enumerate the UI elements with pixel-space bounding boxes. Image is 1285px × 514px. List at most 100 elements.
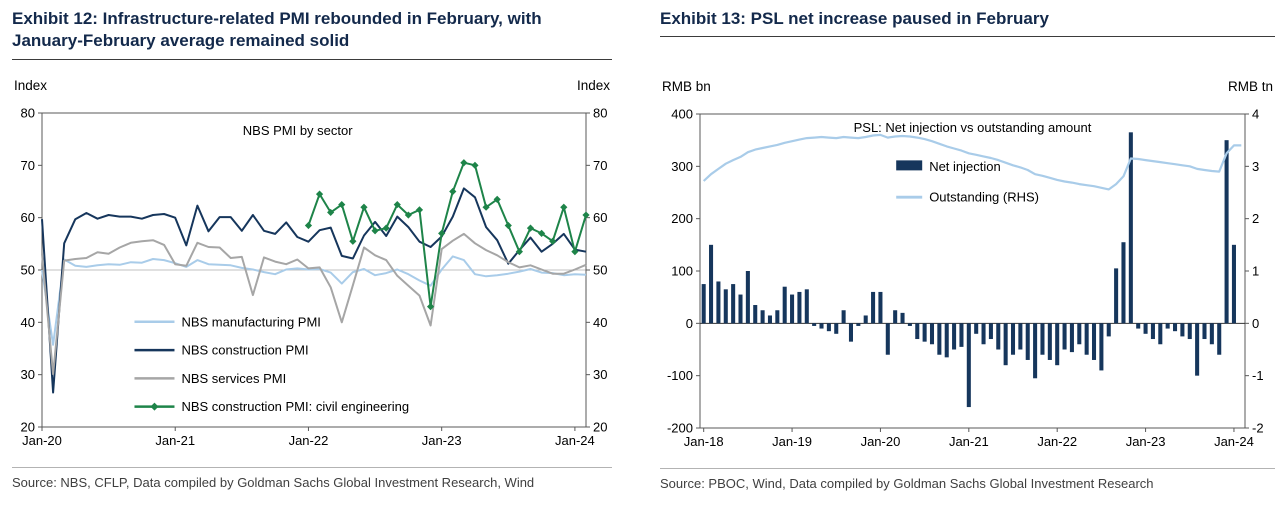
net-injection-bar bbox=[1224, 140, 1229, 324]
diamond-marker bbox=[571, 247, 579, 256]
diamond-marker bbox=[360, 203, 368, 211]
net-injection-bar bbox=[745, 271, 750, 324]
x-axis-label: Jan-20 bbox=[22, 433, 62, 448]
y-axis-label-right: 2 bbox=[1252, 212, 1259, 227]
net-injection-bar bbox=[1173, 323, 1178, 332]
net-injection-bar bbox=[1062, 323, 1067, 350]
y-axis-label-right: 40 bbox=[593, 315, 607, 330]
legend-label: Outstanding (RHS) bbox=[929, 190, 1039, 205]
x-axis-label: Jan-23 bbox=[422, 433, 462, 448]
net-injection-bar bbox=[893, 310, 898, 324]
net-injection-bars bbox=[701, 132, 1236, 408]
net-injection-bar bbox=[1099, 323, 1104, 371]
y-axis-label-left: -200 bbox=[667, 421, 693, 436]
net-injection-bar bbox=[1010, 323, 1016, 356]
pmi-line-chart: 20 20 30 30 40 40 50 50 60 60 70 70 80 80 Jan-20 Jan-21… bbox=[21, 105, 608, 448]
x-axis-label: Jan-22 bbox=[1037, 434, 1077, 449]
net-injection-bar bbox=[1202, 323, 1207, 340]
net-injection-bar bbox=[1121, 242, 1126, 324]
net-injection-bar bbox=[1209, 323, 1214, 345]
y-axis-label-right: 20 bbox=[593, 419, 607, 434]
legend-label: NBS services PMI bbox=[181, 371, 286, 386]
diamond-marker bbox=[460, 158, 468, 167]
net-injection-bar bbox=[1187, 323, 1192, 340]
net-injection-bar bbox=[723, 289, 728, 324]
diamond-marker bbox=[526, 224, 535, 232]
y-axis-label-left: 20 bbox=[21, 419, 35, 434]
diamond-marker bbox=[504, 221, 512, 229]
x-axis-label: Jan-22 bbox=[289, 433, 329, 448]
net-injection-bar bbox=[1055, 323, 1060, 366]
net-injection-bar bbox=[1033, 323, 1038, 379]
net-injection-bar bbox=[1165, 323, 1170, 329]
net-injection-bar bbox=[1231, 245, 1236, 324]
chart-title: NBS PMI by sector bbox=[243, 123, 353, 138]
net-injection-bar bbox=[981, 323, 986, 345]
net-injection-bar bbox=[1114, 268, 1119, 324]
y-axis-label-left: 70 bbox=[21, 158, 35, 173]
diamond-marker bbox=[438, 229, 446, 237]
series-nbs-construction-pmi bbox=[41, 187, 587, 394]
y-axis-label-left: -100 bbox=[667, 369, 693, 384]
y-axis-label-left: 200 bbox=[671, 212, 693, 227]
left-axis-unit-label: Index bbox=[14, 77, 48, 93]
x-axis-label: Jan-23 bbox=[1126, 434, 1166, 449]
y-axis-label-left: 30 bbox=[21, 367, 35, 382]
exhibit-12-axis-units: Index Index bbox=[12, 78, 612, 95]
net-injection-bar bbox=[848, 323, 853, 343]
net-injection-bar bbox=[819, 323, 824, 329]
net-injection-bar bbox=[1084, 323, 1089, 356]
net-injection-bar bbox=[871, 292, 876, 324]
net-injection-bar bbox=[1217, 323, 1222, 356]
y-axis-label-right: 0 bbox=[1252, 316, 1259, 331]
net-injection-bar bbox=[709, 245, 714, 324]
diamond-marker bbox=[404, 211, 412, 219]
series-outstanding-rhs bbox=[702, 134, 1242, 191]
net-injection-bar bbox=[797, 292, 802, 324]
diamond-marker bbox=[482, 203, 490, 211]
net-injection-bar bbox=[782, 287, 787, 324]
x-axis-label: Jan-21 bbox=[155, 433, 195, 448]
exhibit-13-axis-units: RMB bn RMB tn bbox=[660, 79, 1275, 96]
net-injection-bar bbox=[915, 323, 920, 340]
legend-label: NBS construction PMI: civil engineering bbox=[181, 399, 409, 414]
net-injection-bar bbox=[1128, 132, 1133, 324]
y-axis-label-right: 4 bbox=[1252, 107, 1259, 122]
net-injection-bar bbox=[1018, 323, 1023, 350]
net-injection-bar bbox=[878, 292, 883, 324]
right-axis-unit-label: Index bbox=[576, 77, 610, 93]
net-injection-bar bbox=[1158, 323, 1163, 345]
exhibit-12-source: Source: NBS, CFLP, Data compiled by Gold… bbox=[12, 466, 612, 490]
net-injection-bar bbox=[1106, 323, 1111, 337]
left-axis-unit-label: RMB bn bbox=[662, 79, 711, 95]
exhibit-13-source: Source: PBOC, Wind, Data compiled by Gol… bbox=[660, 468, 1275, 491]
net-injection-bar bbox=[1025, 323, 1030, 361]
legend-swatch-net-injection bbox=[896, 160, 923, 171]
x-axis-label: Jan-21 bbox=[949, 434, 989, 449]
net-injection-bar bbox=[900, 313, 905, 324]
net-injection-bar bbox=[1091, 323, 1097, 361]
exhibit-13-panel: Exhibit 13: PSL net increase paused in F… bbox=[660, 8, 1275, 491]
net-injection-bar bbox=[826, 323, 831, 332]
diamond-marker bbox=[560, 203, 568, 211]
x-axis-label: Jan-18 bbox=[684, 434, 724, 449]
diamond-marker bbox=[349, 237, 357, 245]
net-injection-bar bbox=[1047, 323, 1052, 361]
y-axis-label-right: 1 bbox=[1252, 264, 1259, 279]
diamond-marker bbox=[471, 161, 479, 169]
net-injection-bar bbox=[1180, 323, 1185, 337]
exhibit-12-title: Exhibit 12: Infrastructure-related PMI r… bbox=[12, 8, 612, 60]
net-injection-bar bbox=[1195, 323, 1200, 377]
series-nbs-services-pmi bbox=[41, 232, 587, 375]
net-injection-bar bbox=[760, 310, 765, 324]
net-injection-bar bbox=[716, 281, 721, 324]
y-axis-label-right: 50 bbox=[593, 262, 607, 277]
psl-bar-line-chart: -200 -100 0 100 200 300 400 -2 -1 0 1 2 3 4 Jan-18 Jan-… bbox=[667, 107, 1264, 450]
x-axis-label: Jan-20 bbox=[861, 434, 901, 449]
right-axis-unit-label: RMB tn bbox=[1227, 79, 1273, 95]
diamond-marker bbox=[338, 200, 346, 209]
y-axis-label-right: 80 bbox=[593, 105, 607, 120]
legend-label: NBS manufacturing PMI bbox=[181, 314, 320, 329]
diamond-marker bbox=[549, 237, 557, 245]
series-nbs-construction-pmi-civil-engineering bbox=[307, 161, 587, 308]
